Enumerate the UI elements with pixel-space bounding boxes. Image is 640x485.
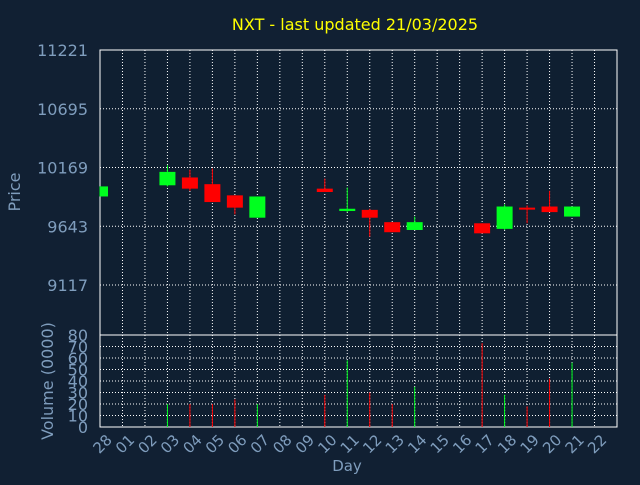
price-plot-area	[99, 49, 618, 336]
candle	[541, 190, 558, 213]
candle	[316, 178, 333, 192]
candle	[99, 186, 108, 197]
price-tick-label: 10695	[37, 100, 88, 119]
x-axis-label: Day	[332, 457, 362, 475]
candle	[159, 165, 176, 187]
price-tick-label: 9643	[47, 217, 88, 236]
volume-tick-label: 30	[68, 384, 88, 403]
price-tick-label: 11221	[37, 41, 88, 60]
candle	[226, 195, 243, 215]
candle-body	[339, 208, 356, 211]
candle	[406, 216, 423, 230]
candle-body	[361, 209, 378, 218]
candle-body	[226, 195, 243, 208]
candle	[564, 206, 581, 217]
candle	[519, 205, 536, 224]
volume-tick-label: 10	[68, 407, 88, 426]
candle-body	[519, 207, 536, 210]
volume-tick-label: 0	[78, 418, 88, 437]
volume-tick-label: 70	[68, 338, 88, 357]
candle-body	[181, 177, 198, 189]
candle	[496, 204, 513, 230]
candle	[474, 223, 491, 234]
candle-body	[316, 188, 333, 192]
price-tick-label: 9117	[47, 276, 88, 295]
candle-body	[384, 222, 401, 233]
chart-title: NXT - last updated 21/03/2025	[232, 15, 478, 34]
candle-body	[100, 186, 108, 197]
candles	[99, 165, 581, 237]
candle-body	[406, 222, 423, 230]
candle-body	[474, 223, 491, 234]
volume-tick-label: 20	[68, 395, 88, 414]
candle-body	[496, 206, 513, 229]
candle	[339, 187, 356, 213]
volume-bars	[166, 343, 573, 427]
candle	[384, 222, 401, 233]
volume-tick-label: 50	[68, 361, 88, 380]
volume-axis-label: Volume (0000)	[38, 322, 57, 440]
y-axis-label: Price	[5, 172, 24, 211]
candle-body	[204, 184, 221, 203]
grid-lines	[100, 50, 617, 427]
candle-body	[249, 196, 266, 218]
volume-tick-label: 60	[68, 349, 88, 368]
candle	[361, 208, 378, 237]
candle-body	[541, 206, 558, 213]
candle	[249, 196, 266, 218]
volume-tick-label: 40	[68, 372, 88, 391]
candle-body	[564, 206, 581, 217]
volume-tick-label: 80	[68, 326, 88, 345]
candle	[204, 168, 221, 203]
candle-body	[159, 171, 176, 186]
candle	[181, 169, 198, 191]
price-tick-label: 10169	[37, 159, 88, 178]
